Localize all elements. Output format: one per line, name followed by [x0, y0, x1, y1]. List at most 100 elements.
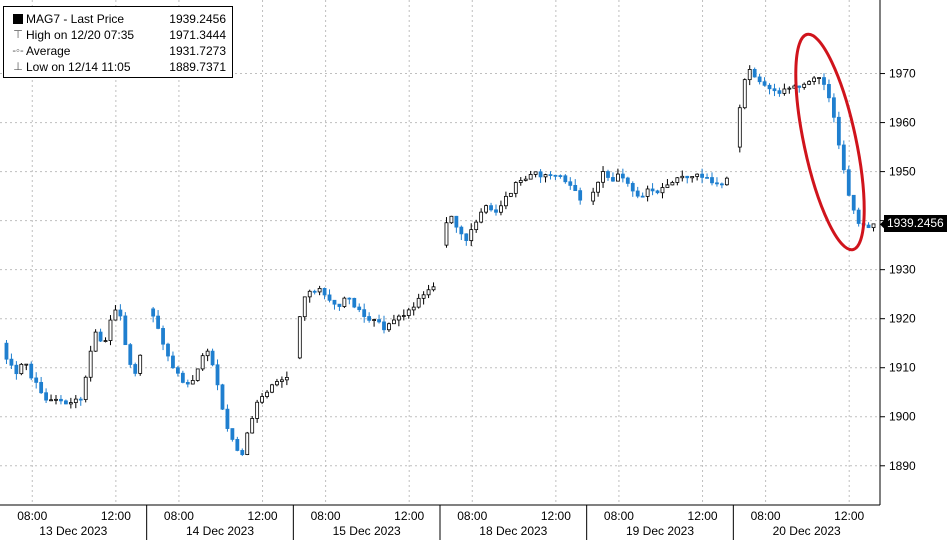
candle-body	[302, 296, 307, 318]
candle-body	[479, 211, 484, 223]
candle-body	[180, 372, 185, 383]
candle-body	[411, 306, 416, 311]
candle-body	[190, 380, 195, 385]
candle-body	[317, 288, 322, 293]
candle-body	[166, 343, 170, 357]
candle-body	[29, 363, 34, 379]
y-tick-label: 1920	[889, 312, 916, 326]
candle-body	[568, 181, 573, 186]
candle-body	[270, 384, 274, 393]
chart-legend: MAG7 - Last Price 1939.2456 ⊤ High on 12…	[3, 6, 233, 78]
candle-body	[195, 368, 200, 381]
y-axis-ticks: 189019001910192019301940195019601970	[880, 67, 916, 473]
x-tick-label: 12:00	[101, 509, 131, 523]
candle-body	[851, 194, 856, 211]
candle-body	[685, 175, 690, 179]
candle-body	[601, 171, 605, 183]
candle-body	[640, 195, 645, 198]
candle-body	[215, 364, 220, 386]
high-marker-icon: ⊤	[13, 29, 23, 41]
candle-body	[767, 84, 772, 90]
candle-body	[841, 144, 846, 171]
candle-body	[108, 319, 113, 341]
candle-body	[255, 401, 260, 419]
candle-body	[558, 175, 563, 177]
legend-title-value: 1939.2456	[169, 12, 226, 26]
candle-body	[720, 183, 724, 186]
legend-average-value: 1931.7273	[169, 44, 226, 58]
candle-body	[459, 226, 464, 235]
candle-body	[171, 355, 175, 369]
candle-body	[807, 81, 812, 85]
candle-body	[322, 288, 327, 296]
candle-body	[103, 340, 108, 342]
candle-body	[161, 328, 165, 345]
candle-body	[128, 344, 133, 365]
candle-body	[156, 315, 160, 329]
candle-body	[431, 286, 436, 291]
candle-body	[675, 177, 680, 183]
legend-average-label: Average	[26, 44, 71, 58]
legend-low-label: Low on 12/14 11:05	[26, 60, 131, 74]
x-tick-label: 08:00	[457, 509, 487, 523]
candle-body	[230, 428, 235, 440]
candle-body	[620, 173, 625, 179]
candle-body	[454, 215, 459, 228]
candle-body	[133, 364, 138, 374]
x-tick-label: 12:00	[834, 509, 864, 523]
candle-body	[250, 418, 255, 434]
legend-row-low: ⊥ Low on 12/14 11:05 1889.7371	[4, 59, 232, 75]
candle-body	[421, 294, 426, 299]
candle-body	[14, 364, 19, 375]
candle-body	[812, 77, 816, 82]
candle-body	[240, 450, 245, 455]
candle-body	[690, 176, 695, 179]
candle-body	[747, 69, 752, 81]
candle-body	[352, 297, 357, 308]
candle-body	[377, 319, 381, 323]
candle-body	[762, 81, 767, 86]
candle-body	[625, 177, 630, 184]
candle-body	[645, 188, 650, 197]
candle-body	[357, 306, 362, 311]
candle-body	[797, 85, 802, 88]
candle-body	[757, 76, 762, 83]
candle-body	[280, 379, 284, 382]
candle-body	[596, 181, 600, 193]
candle-body	[138, 354, 143, 374]
candle-body	[464, 233, 469, 241]
candle-body	[39, 381, 44, 394]
series-square-icon	[11, 11, 25, 27]
candle-body	[332, 299, 337, 305]
candle-body	[777, 90, 782, 94]
candle-body	[846, 169, 851, 196]
candle-body	[64, 400, 68, 405]
candle-body	[518, 180, 523, 183]
candle-body	[68, 402, 73, 405]
candle-body	[528, 174, 533, 180]
candle-body	[533, 171, 538, 175]
candle-body	[401, 315, 406, 317]
selloff-highlight-ellipse	[794, 32, 866, 252]
candle-body	[822, 77, 826, 85]
candle-body	[553, 174, 558, 177]
candle-body	[34, 377, 39, 383]
candle-body	[4, 342, 9, 360]
x-tick-label: 08:00	[604, 509, 634, 523]
candle-body	[650, 188, 655, 192]
y-tick-label: 1950	[889, 165, 916, 179]
day-label: 15 Dec 2023	[333, 524, 401, 538]
candle-body	[832, 97, 836, 118]
candle-body	[508, 192, 513, 197]
day-label: 14 Dec 2023	[186, 524, 254, 538]
legend-high-value: 1971.3444	[169, 28, 226, 42]
y-tick-label: 1900	[889, 410, 916, 424]
candle-body	[611, 177, 615, 182]
candle-body	[151, 308, 156, 317]
candle-body	[724, 177, 729, 186]
day-label: 19 Dec 2023	[626, 524, 694, 538]
candle-body	[489, 205, 493, 211]
candle-body	[635, 190, 640, 197]
low-marker-icon: ⊥	[13, 61, 23, 73]
candle-body	[782, 88, 787, 94]
